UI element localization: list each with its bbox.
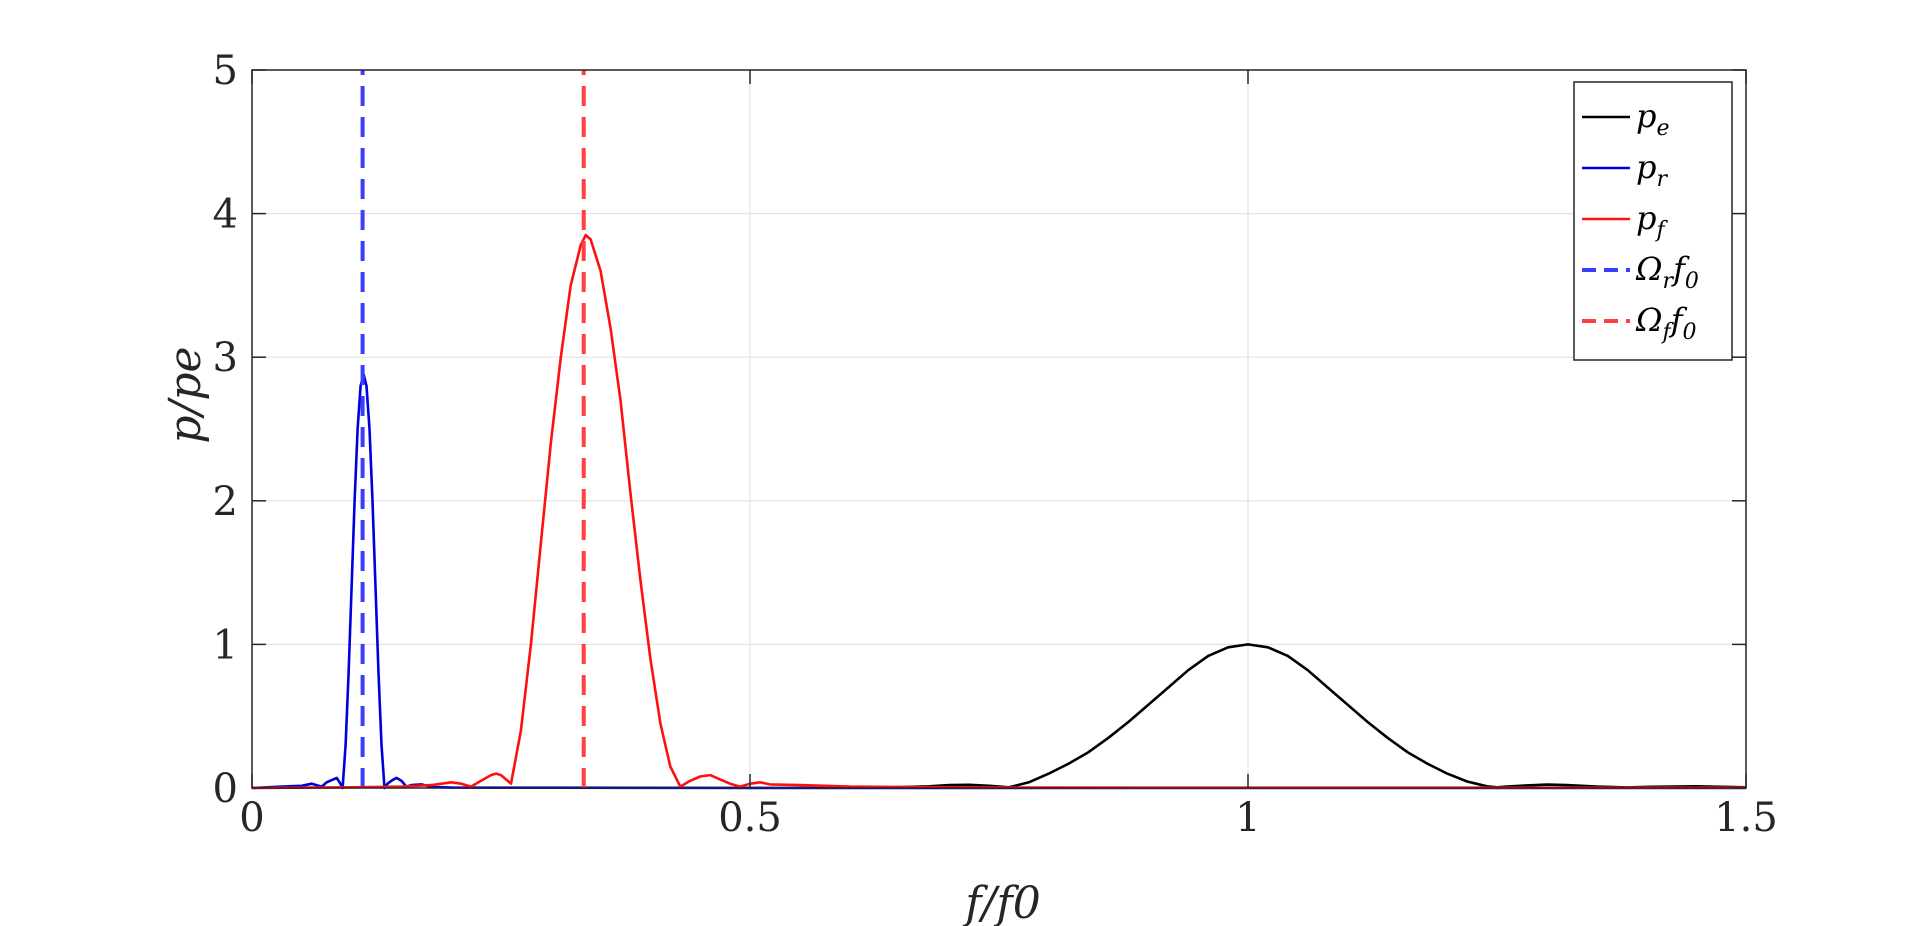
- legend-box: [1573, 81, 1733, 361]
- series-line-p-e: [849, 643, 1747, 789]
- axis-ticks: 0 0.5 1 1.5 0 1 2 3 4 5: [213, 48, 1778, 841]
- y-tick-label: 1: [213, 622, 238, 668]
- legend-label: Ωrf0: [1635, 250, 1699, 294]
- y-tick-label: 2: [213, 479, 238, 525]
- x-axis-label: f/f0: [962, 878, 1040, 926]
- plot-frame: [251, 69, 1747, 789]
- x-axis-label-text: f/f0: [962, 878, 1040, 926]
- series-line-p-r: [251, 373, 1746, 790]
- x-tick-label: 0.5: [718, 795, 782, 841]
- y-axis-label: p/pe: [160, 346, 211, 443]
- y-tick-label: 3: [213, 335, 238, 381]
- legend-label: pr: [1636, 148, 1668, 192]
- grid: [251, 69, 1747, 789]
- y-tick-label: 0: [213, 766, 238, 812]
- y-axis-label-text: p/pe: [160, 346, 211, 443]
- x-tick-label: 1.5: [1714, 795, 1778, 841]
- y-tick-label: 4: [213, 192, 238, 238]
- legend-label: Ωff0: [1635, 301, 1697, 345]
- legend-label: pe: [1636, 97, 1670, 141]
- series-layer: [251, 70, 1747, 790]
- x-tick-label: 0: [239, 795, 264, 841]
- series-line-p-f: [251, 233, 1746, 790]
- y-tick-label: 5: [213, 48, 238, 94]
- x-tick-label: 1: [1235, 795, 1260, 841]
